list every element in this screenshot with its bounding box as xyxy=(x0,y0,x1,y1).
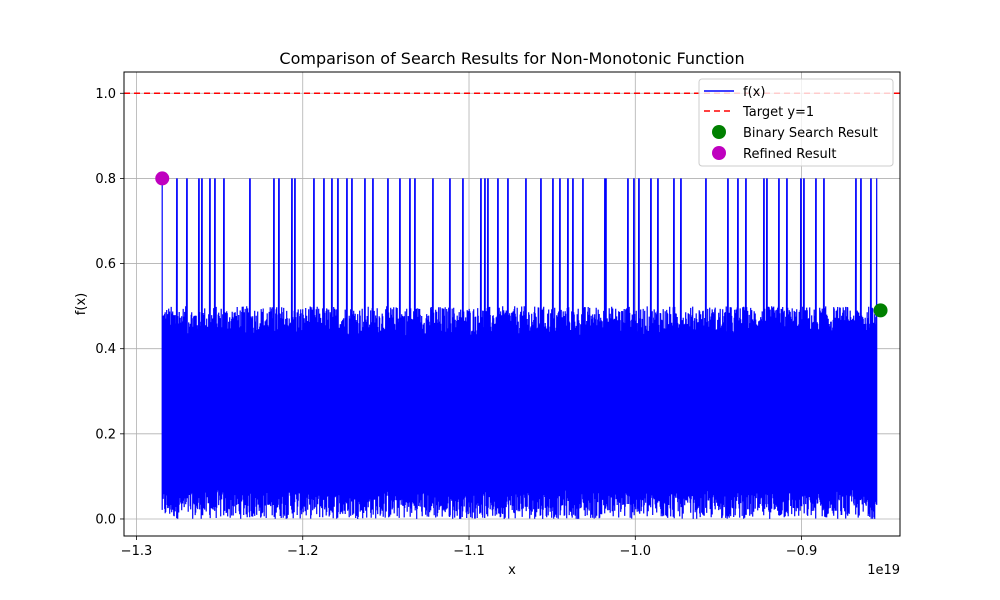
x-tick-label: −1.2 xyxy=(287,544,319,559)
x-axis-offset-label: 1e19 xyxy=(867,563,900,578)
y-tick-label: 0.8 xyxy=(95,172,116,187)
plot-data xyxy=(124,92,900,520)
chart-title: Comparison of Search Results for Non-Mon… xyxy=(279,49,744,68)
legend-label-refined: Refined Result xyxy=(743,147,836,162)
plot-frame xyxy=(123,71,901,537)
axis-ticks: −1.3 −1.2 −1.1 −1.0 −0.9 0.0 0.2 0.4 0.6 0.8 1.0 xyxy=(95,87,817,559)
y-tick-label: 0.0 xyxy=(95,512,116,527)
legend-marker-binary xyxy=(712,125,726,139)
binary-search-point xyxy=(873,303,888,318)
x-tick-label: −1.1 xyxy=(453,544,485,559)
legend-marker-refined xyxy=(712,146,726,160)
legend-label-target: Target y=1 xyxy=(742,105,814,120)
legend-box xyxy=(698,78,894,167)
y-tick-label: 0.4 xyxy=(95,342,116,357)
y-axis-label: f(x) xyxy=(74,293,89,315)
x-tick-label: −1.0 xyxy=(620,544,652,559)
series-line-fx xyxy=(161,178,878,520)
legend-label-fx: f(x) xyxy=(743,85,765,100)
x-tick-label: −0.9 xyxy=(786,544,818,559)
x-axis-label: x xyxy=(508,563,516,578)
legend-label-binary: Binary Search Result xyxy=(743,126,878,141)
legend: f(x) Target y=1 Binary Search Result Ref… xyxy=(698,78,894,167)
y-tick-label: 0.2 xyxy=(95,427,116,442)
refined-result-point xyxy=(155,171,170,186)
x-tick-label: −1.3 xyxy=(121,544,153,559)
y-tick-label: 1.0 xyxy=(95,87,116,102)
y-tick-label: 0.6 xyxy=(95,257,116,272)
